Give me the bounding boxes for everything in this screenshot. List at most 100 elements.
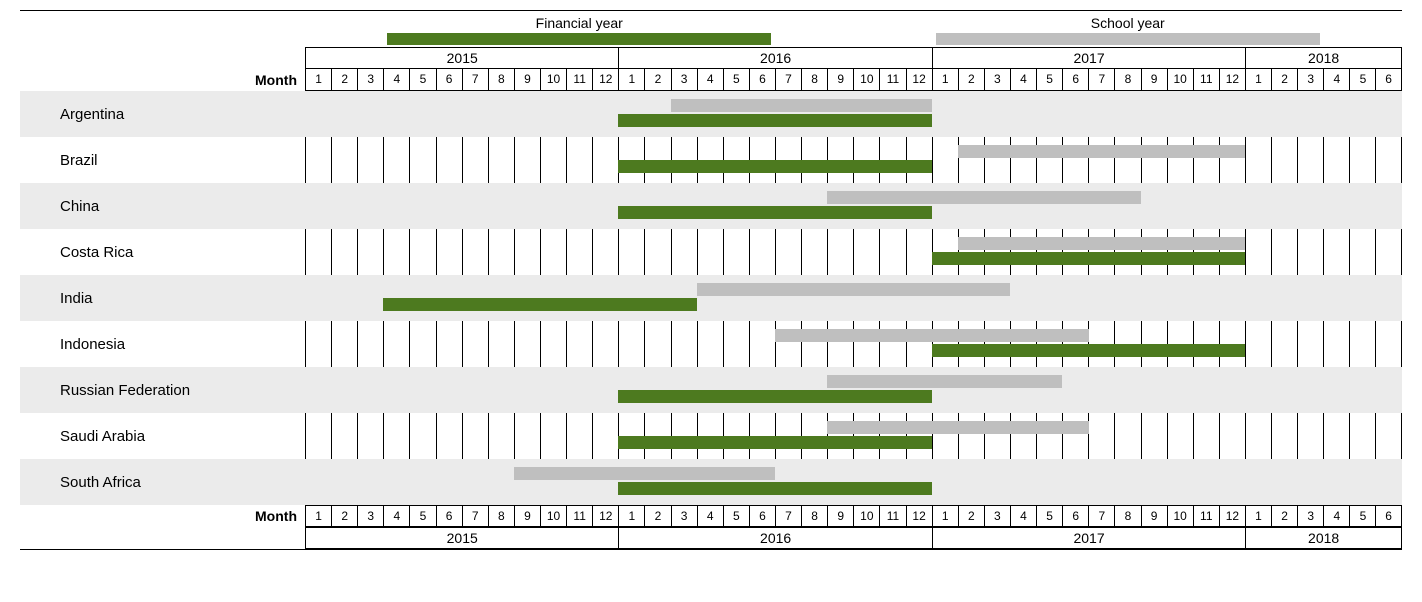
school-year-bar <box>827 375 1062 388</box>
month-header: 10 <box>540 69 566 91</box>
month-header: 7 <box>775 69 801 91</box>
school-year-bar <box>958 237 1245 250</box>
bars-row <box>305 183 1402 229</box>
month-header: 5 <box>1349 69 1375 91</box>
gantt-chart: Financial year School year Month 2015201… <box>20 10 1402 550</box>
bottom-rule <box>20 549 1402 550</box>
month-header: 3 <box>671 69 697 91</box>
month-header: 4 <box>383 69 409 91</box>
month-header: 1 <box>305 69 331 91</box>
country-label: Brazil <box>20 152 98 169</box>
month-header: 8 <box>488 69 514 91</box>
month-header: 12 <box>1219 505 1245 527</box>
financial-year-bar <box>932 344 1245 357</box>
month-header: 1 <box>1245 69 1271 91</box>
school-year-bar <box>514 467 775 480</box>
month-header: 8 <box>1114 505 1140 527</box>
month-axis-label-top: Month <box>20 69 305 91</box>
bars-area <box>305 91 1402 505</box>
year-header: 2017 <box>932 47 1245 69</box>
month-axis-label-bottom: Month <box>20 505 305 527</box>
month-header: 6 <box>1375 505 1401 527</box>
month-header: 6 <box>1062 505 1088 527</box>
bars-row <box>305 275 1402 321</box>
month-header: 2 <box>958 505 984 527</box>
month-header: 5 <box>1036 69 1062 91</box>
bars-row <box>305 367 1402 413</box>
month-header: 1 <box>932 505 958 527</box>
months-row-bottom: 1234567891011121234567891011121234567891… <box>305 505 1402 527</box>
month-header: 4 <box>1323 69 1349 91</box>
month-header: 3 <box>1297 505 1323 527</box>
month-header: 10 <box>853 69 879 91</box>
country-row: Russian Federation <box>20 367 305 413</box>
country-label: Costa Rica <box>20 244 133 261</box>
month-header: 9 <box>1141 505 1167 527</box>
month-header: 10 <box>853 505 879 527</box>
month-header: 1 <box>618 69 644 91</box>
country-row: Brazil <box>20 137 305 183</box>
month-header: 7 <box>462 505 488 527</box>
month-header: 3 <box>1297 69 1323 91</box>
financial-year-bar <box>618 482 931 495</box>
financial-year-bar <box>618 436 931 449</box>
month-header: 1 <box>1245 505 1271 527</box>
month-header: 5 <box>409 505 435 527</box>
month-header: 11 <box>879 69 905 91</box>
month-header: 2 <box>644 69 670 91</box>
legend-financial-swatch <box>387 33 771 45</box>
month-header: 7 <box>462 69 488 91</box>
country-row: Costa Rica <box>20 229 305 275</box>
month-header: 2 <box>958 69 984 91</box>
month-header: 2 <box>331 505 357 527</box>
month-header: 2 <box>331 69 357 91</box>
month-header: 1 <box>305 505 331 527</box>
month-header: 3 <box>357 505 383 527</box>
country-row: India <box>20 275 305 321</box>
month-header: 4 <box>697 69 723 91</box>
month-header: 7 <box>1088 69 1114 91</box>
year-header: 2017 <box>932 527 1245 549</box>
country-label: Argentina <box>20 106 124 123</box>
country-labels: ArgentinaBrazilChinaCosta RicaIndiaIndon… <box>20 91 305 505</box>
school-year-bar <box>958 145 1245 158</box>
school-year-bar <box>775 329 1088 342</box>
month-header: 7 <box>775 505 801 527</box>
legend-financial: Financial year <box>305 15 854 45</box>
month-header: 8 <box>801 69 827 91</box>
year-header: 2015 <box>305 527 618 549</box>
month-header: 3 <box>357 69 383 91</box>
month-header: 2 <box>1271 69 1297 91</box>
financial-year-bar <box>618 390 931 403</box>
legend-school: School year <box>854 15 1403 45</box>
school-year-bar <box>671 99 932 112</box>
years-row-top: 2015201620172018 <box>305 47 1402 69</box>
month-header: 1 <box>932 69 958 91</box>
month-header: 10 <box>1167 505 1193 527</box>
country-row: China <box>20 183 305 229</box>
country-label: South Africa <box>20 474 141 491</box>
financial-year-bar <box>383 298 696 311</box>
month-header: 11 <box>566 505 592 527</box>
bars-row <box>305 137 1402 183</box>
month-header: 9 <box>827 505 853 527</box>
year-header: 2015 <box>305 47 618 69</box>
month-header: 11 <box>566 69 592 91</box>
month-header: 6 <box>436 69 462 91</box>
month-header: 3 <box>984 69 1010 91</box>
month-header: 11 <box>1193 505 1219 527</box>
month-header: 5 <box>1349 505 1375 527</box>
month-header: 1 <box>618 505 644 527</box>
month-header: 8 <box>801 505 827 527</box>
header-top: Month 2015201620172018 12345678910111212… <box>20 47 1402 91</box>
country-label: China <box>20 198 99 215</box>
country-row: South Africa <box>20 459 305 505</box>
month-header: 12 <box>906 69 932 91</box>
financial-year-bar <box>618 160 931 173</box>
month-header: 4 <box>383 505 409 527</box>
month-header: 4 <box>1323 505 1349 527</box>
bars-row <box>305 91 1402 137</box>
month-header: 7 <box>1088 505 1114 527</box>
year-header: 2018 <box>1245 527 1402 549</box>
school-year-bar <box>827 421 1088 434</box>
